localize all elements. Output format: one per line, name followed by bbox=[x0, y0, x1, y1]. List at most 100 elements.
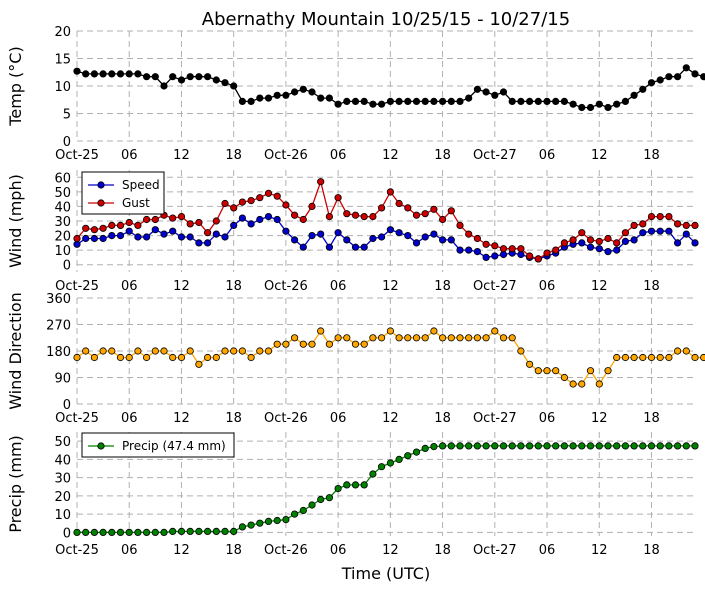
data-point bbox=[290, 236, 299, 244]
data-point bbox=[212, 230, 220, 238]
data-point bbox=[430, 97, 438, 106]
panel-dir: 0 90 180 270 360 Oct-25 06 12 18 Oct-26 06 12 18 Oct-… bbox=[6, 292, 705, 426]
y-tick-label: 0 bbox=[63, 135, 71, 150]
data-point bbox=[700, 73, 705, 81]
y-tick-label: 20 bbox=[54, 25, 71, 40]
data-point bbox=[273, 340, 281, 348]
data-point bbox=[543, 442, 551, 450]
data-point bbox=[630, 91, 638, 99]
data-point bbox=[691, 239, 699, 247]
data-point bbox=[317, 178, 325, 186]
data-point bbox=[221, 199, 229, 208]
data-point bbox=[317, 327, 325, 335]
x-tick-label: 06 bbox=[539, 543, 556, 558]
data-point bbox=[369, 470, 377, 478]
data-point bbox=[299, 215, 307, 224]
y-tick-label: 10 bbox=[54, 508, 71, 523]
y-tick-label: 270 bbox=[46, 319, 71, 334]
x-tick-label: 18 bbox=[225, 279, 242, 294]
x-tick-label: Oct-26 bbox=[264, 148, 308, 163]
data-point bbox=[151, 347, 159, 355]
data-point bbox=[456, 442, 464, 450]
data-point bbox=[125, 353, 133, 362]
data-point bbox=[552, 246, 560, 254]
data-point bbox=[691, 442, 699, 450]
data-point bbox=[508, 442, 516, 450]
data-point bbox=[412, 334, 421, 342]
data-point bbox=[351, 97, 360, 106]
data-point bbox=[473, 85, 481, 93]
data-point bbox=[73, 528, 81, 537]
data-point bbox=[386, 327, 394, 335]
data-point bbox=[195, 239, 203, 247]
data-point bbox=[621, 97, 630, 106]
data-point bbox=[195, 360, 203, 368]
data-point bbox=[82, 224, 90, 232]
data-point bbox=[343, 236, 351, 244]
data-point bbox=[256, 215, 264, 224]
panel-temp: 0 5 10 15 20 Oct-25 06 12 18 Oct-26 06 12 18 Oct-27 06… bbox=[6, 25, 705, 163]
x-tick-label: 12 bbox=[591, 148, 608, 163]
data-point bbox=[177, 233, 186, 241]
data-point bbox=[377, 100, 386, 108]
data-point bbox=[630, 442, 638, 450]
data-point bbox=[682, 442, 690, 450]
data-point bbox=[639, 220, 647, 228]
data-point bbox=[177, 353, 186, 362]
data-point bbox=[186, 220, 194, 228]
data-point bbox=[412, 97, 421, 106]
data-point bbox=[273, 192, 281, 200]
data-point bbox=[82, 347, 90, 355]
data-point bbox=[360, 340, 368, 348]
data-point bbox=[421, 210, 429, 218]
data-point bbox=[438, 334, 447, 342]
x-tick-label: 12 bbox=[173, 148, 190, 163]
data-point bbox=[482, 334, 490, 342]
data-point bbox=[412, 211, 421, 219]
data-point bbox=[317, 230, 325, 238]
data-point bbox=[456, 221, 464, 229]
x-tick-label: 18 bbox=[434, 543, 451, 558]
data-point bbox=[247, 220, 255, 228]
x-tick-label: Oct-26 bbox=[264, 279, 308, 294]
data-point bbox=[343, 481, 351, 489]
data-point bbox=[534, 367, 542, 375]
data-point bbox=[160, 230, 168, 238]
data-point bbox=[569, 442, 577, 450]
data-point bbox=[621, 229, 630, 237]
y-axis-label: Precip (mm) bbox=[6, 435, 25, 533]
data-point bbox=[212, 353, 220, 362]
data-point bbox=[569, 236, 577, 244]
y-tick-label: 0 bbox=[63, 398, 71, 413]
data-point bbox=[221, 79, 229, 87]
data-point bbox=[360, 481, 368, 489]
data-point bbox=[525, 252, 534, 260]
x-tick-label: Oct-27 bbox=[473, 411, 517, 426]
data-point bbox=[134, 528, 142, 537]
data-point bbox=[308, 232, 316, 240]
data-point bbox=[682, 221, 690, 229]
data-point bbox=[525, 360, 534, 368]
data-point bbox=[456, 97, 464, 106]
data-point bbox=[325, 94, 333, 102]
x-tick-label: 12 bbox=[382, 411, 399, 426]
data-point bbox=[499, 334, 508, 342]
data-point bbox=[377, 233, 386, 241]
x-tick-label: Oct-25 bbox=[55, 411, 99, 426]
data-point bbox=[595, 237, 603, 245]
data-point bbox=[334, 100, 342, 108]
x-tick-label: 06 bbox=[121, 279, 138, 294]
data-point bbox=[238, 97, 246, 106]
x-tick-label: Oct-27 bbox=[473, 543, 517, 558]
data-point bbox=[195, 218, 203, 227]
data-point bbox=[465, 94, 473, 102]
data-point bbox=[264, 94, 273, 102]
data-point bbox=[613, 353, 621, 362]
x-tick-label: 18 bbox=[434, 279, 451, 294]
data-point bbox=[412, 448, 421, 456]
data-point bbox=[308, 88, 316, 96]
data-point bbox=[325, 494, 333, 502]
data-point bbox=[395, 97, 403, 106]
data-point bbox=[334, 484, 342, 493]
